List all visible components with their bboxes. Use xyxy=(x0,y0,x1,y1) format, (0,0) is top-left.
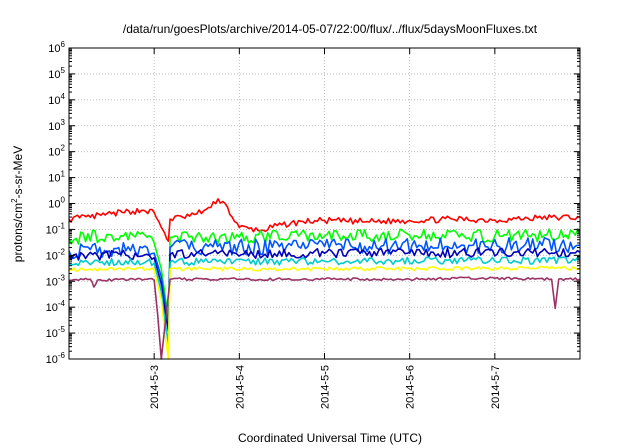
y-tick-label: 10-6 xyxy=(46,351,66,366)
series-line xyxy=(68,237,581,327)
x-axis: 2014-5-3 2014-5-4 2014-5-5 2014-5-6 2014-5-7 xyxy=(149,48,502,409)
series-line xyxy=(68,265,581,360)
chart-title: /data/run/goesPlots/archive/2014-05-07/2… xyxy=(123,22,538,36)
y-tick-label: 10-1 xyxy=(46,221,66,236)
series-line xyxy=(68,276,581,360)
x-tick-label: 2014-5-7 xyxy=(490,365,502,409)
y-axis-label: protons/cm2-s-sr-MeV xyxy=(10,146,25,262)
y-tick-label: 105 xyxy=(48,66,65,81)
series-line xyxy=(68,247,581,332)
x-axis-label: Coordinated Universal Time (UTC) xyxy=(238,431,422,445)
x-tick-label: 2014-5-3 xyxy=(149,365,161,409)
y-tick-label: 100 xyxy=(48,196,65,211)
x-tick-label: 2014-5-5 xyxy=(320,365,332,409)
series-line xyxy=(68,228,581,322)
y-tick-label: 10-3 xyxy=(46,273,66,288)
y-tick-label: 102 xyxy=(48,144,65,159)
y-tick-label: 103 xyxy=(48,118,65,133)
y-tick-label: 10-5 xyxy=(46,325,66,340)
y-axis: 10-6 10-5 10-4 10-3 10-2 10-1 100 101 102 103 104 1… xyxy=(46,40,580,366)
series-line xyxy=(68,198,581,242)
x-tick-label: 2014-5-4 xyxy=(234,365,246,409)
series-group xyxy=(68,198,581,360)
y-tick-label: 104 xyxy=(48,92,65,107)
y-tick-label: 106 xyxy=(48,40,65,55)
grid xyxy=(69,48,580,359)
y-tick-label: 10-2 xyxy=(46,247,66,262)
y-tick-label: 10-4 xyxy=(46,299,66,314)
y-tick-label: 101 xyxy=(48,170,65,185)
x-tick-label: 2014-5-6 xyxy=(405,365,417,409)
series-line xyxy=(68,256,581,345)
